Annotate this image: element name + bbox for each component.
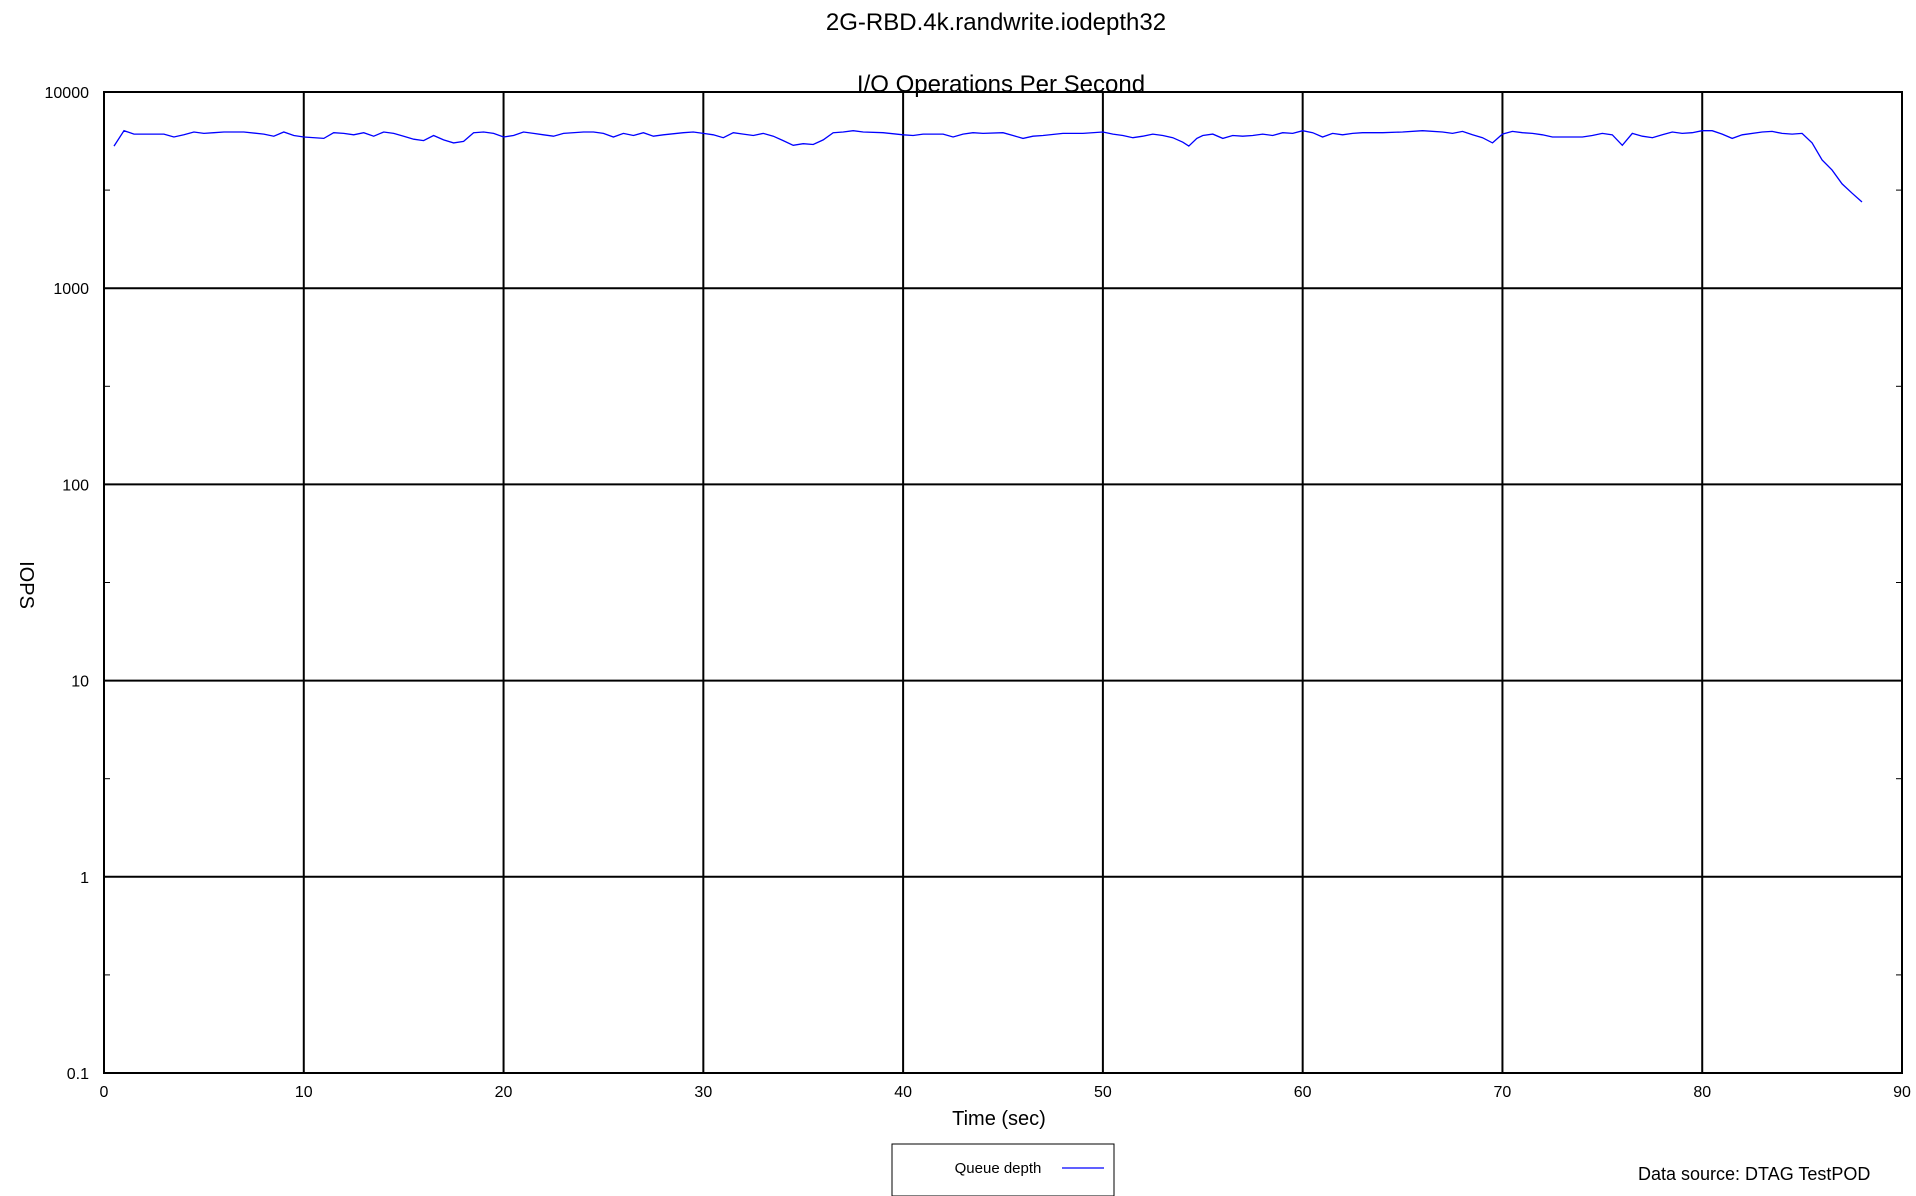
chart-subtitle: I/O Operations Per Second bbox=[857, 71, 1145, 98]
x-tick-label: 30 bbox=[694, 1084, 712, 1101]
x-tick-label: 50 bbox=[1094, 1084, 1112, 1101]
x-tick-label: 90 bbox=[1893, 1084, 1911, 1101]
x-tick-label: 10 bbox=[295, 1084, 313, 1101]
y-tick-label: 1 bbox=[80, 870, 89, 887]
y-axis-label: IOPS bbox=[15, 561, 37, 609]
x-tick-labels: 0 10 20 30 40 50 60 70 80 90 bbox=[100, 1084, 1911, 1101]
x-tick-label: 20 bbox=[495, 1084, 513, 1101]
x-tick-label: 70 bbox=[1494, 1084, 1512, 1101]
y-tick-label: 1000 bbox=[53, 281, 89, 298]
plot-frame bbox=[103, 91, 1903, 1074]
legend-label: Queue depth bbox=[955, 1160, 1042, 1177]
x-tick-label: 0 bbox=[100, 1084, 109, 1101]
y-tick-labels: 0.1 1 10 100 1000 10000 bbox=[45, 85, 90, 1083]
y-tick-label: 100 bbox=[62, 477, 89, 494]
y-tick-label: 10 bbox=[71, 674, 89, 691]
x-axis-label: Time (sec) bbox=[952, 1108, 1046, 1130]
x-tick-label: 80 bbox=[1693, 1084, 1711, 1101]
legend-box bbox=[891, 1143, 1115, 1196]
grid-lines bbox=[104, 92, 1902, 1073]
data-source-note: Data source: DTAG TestPOD bbox=[1638, 1164, 1870, 1184]
series-line-queue-depth bbox=[113, 129, 1863, 203]
y-tick-label: 10000 bbox=[45, 85, 90, 102]
x-tick-label: 60 bbox=[1294, 1084, 1312, 1101]
y-tick-label: 0.1 bbox=[67, 1066, 89, 1083]
chart-title: 2G-RBD.4k.randwrite.iodepth32 bbox=[826, 9, 1166, 36]
minor-ticks bbox=[104, 189, 1902, 976]
legend: Queue depth bbox=[891, 1143, 1115, 1196]
x-tick-label: 40 bbox=[894, 1084, 912, 1101]
